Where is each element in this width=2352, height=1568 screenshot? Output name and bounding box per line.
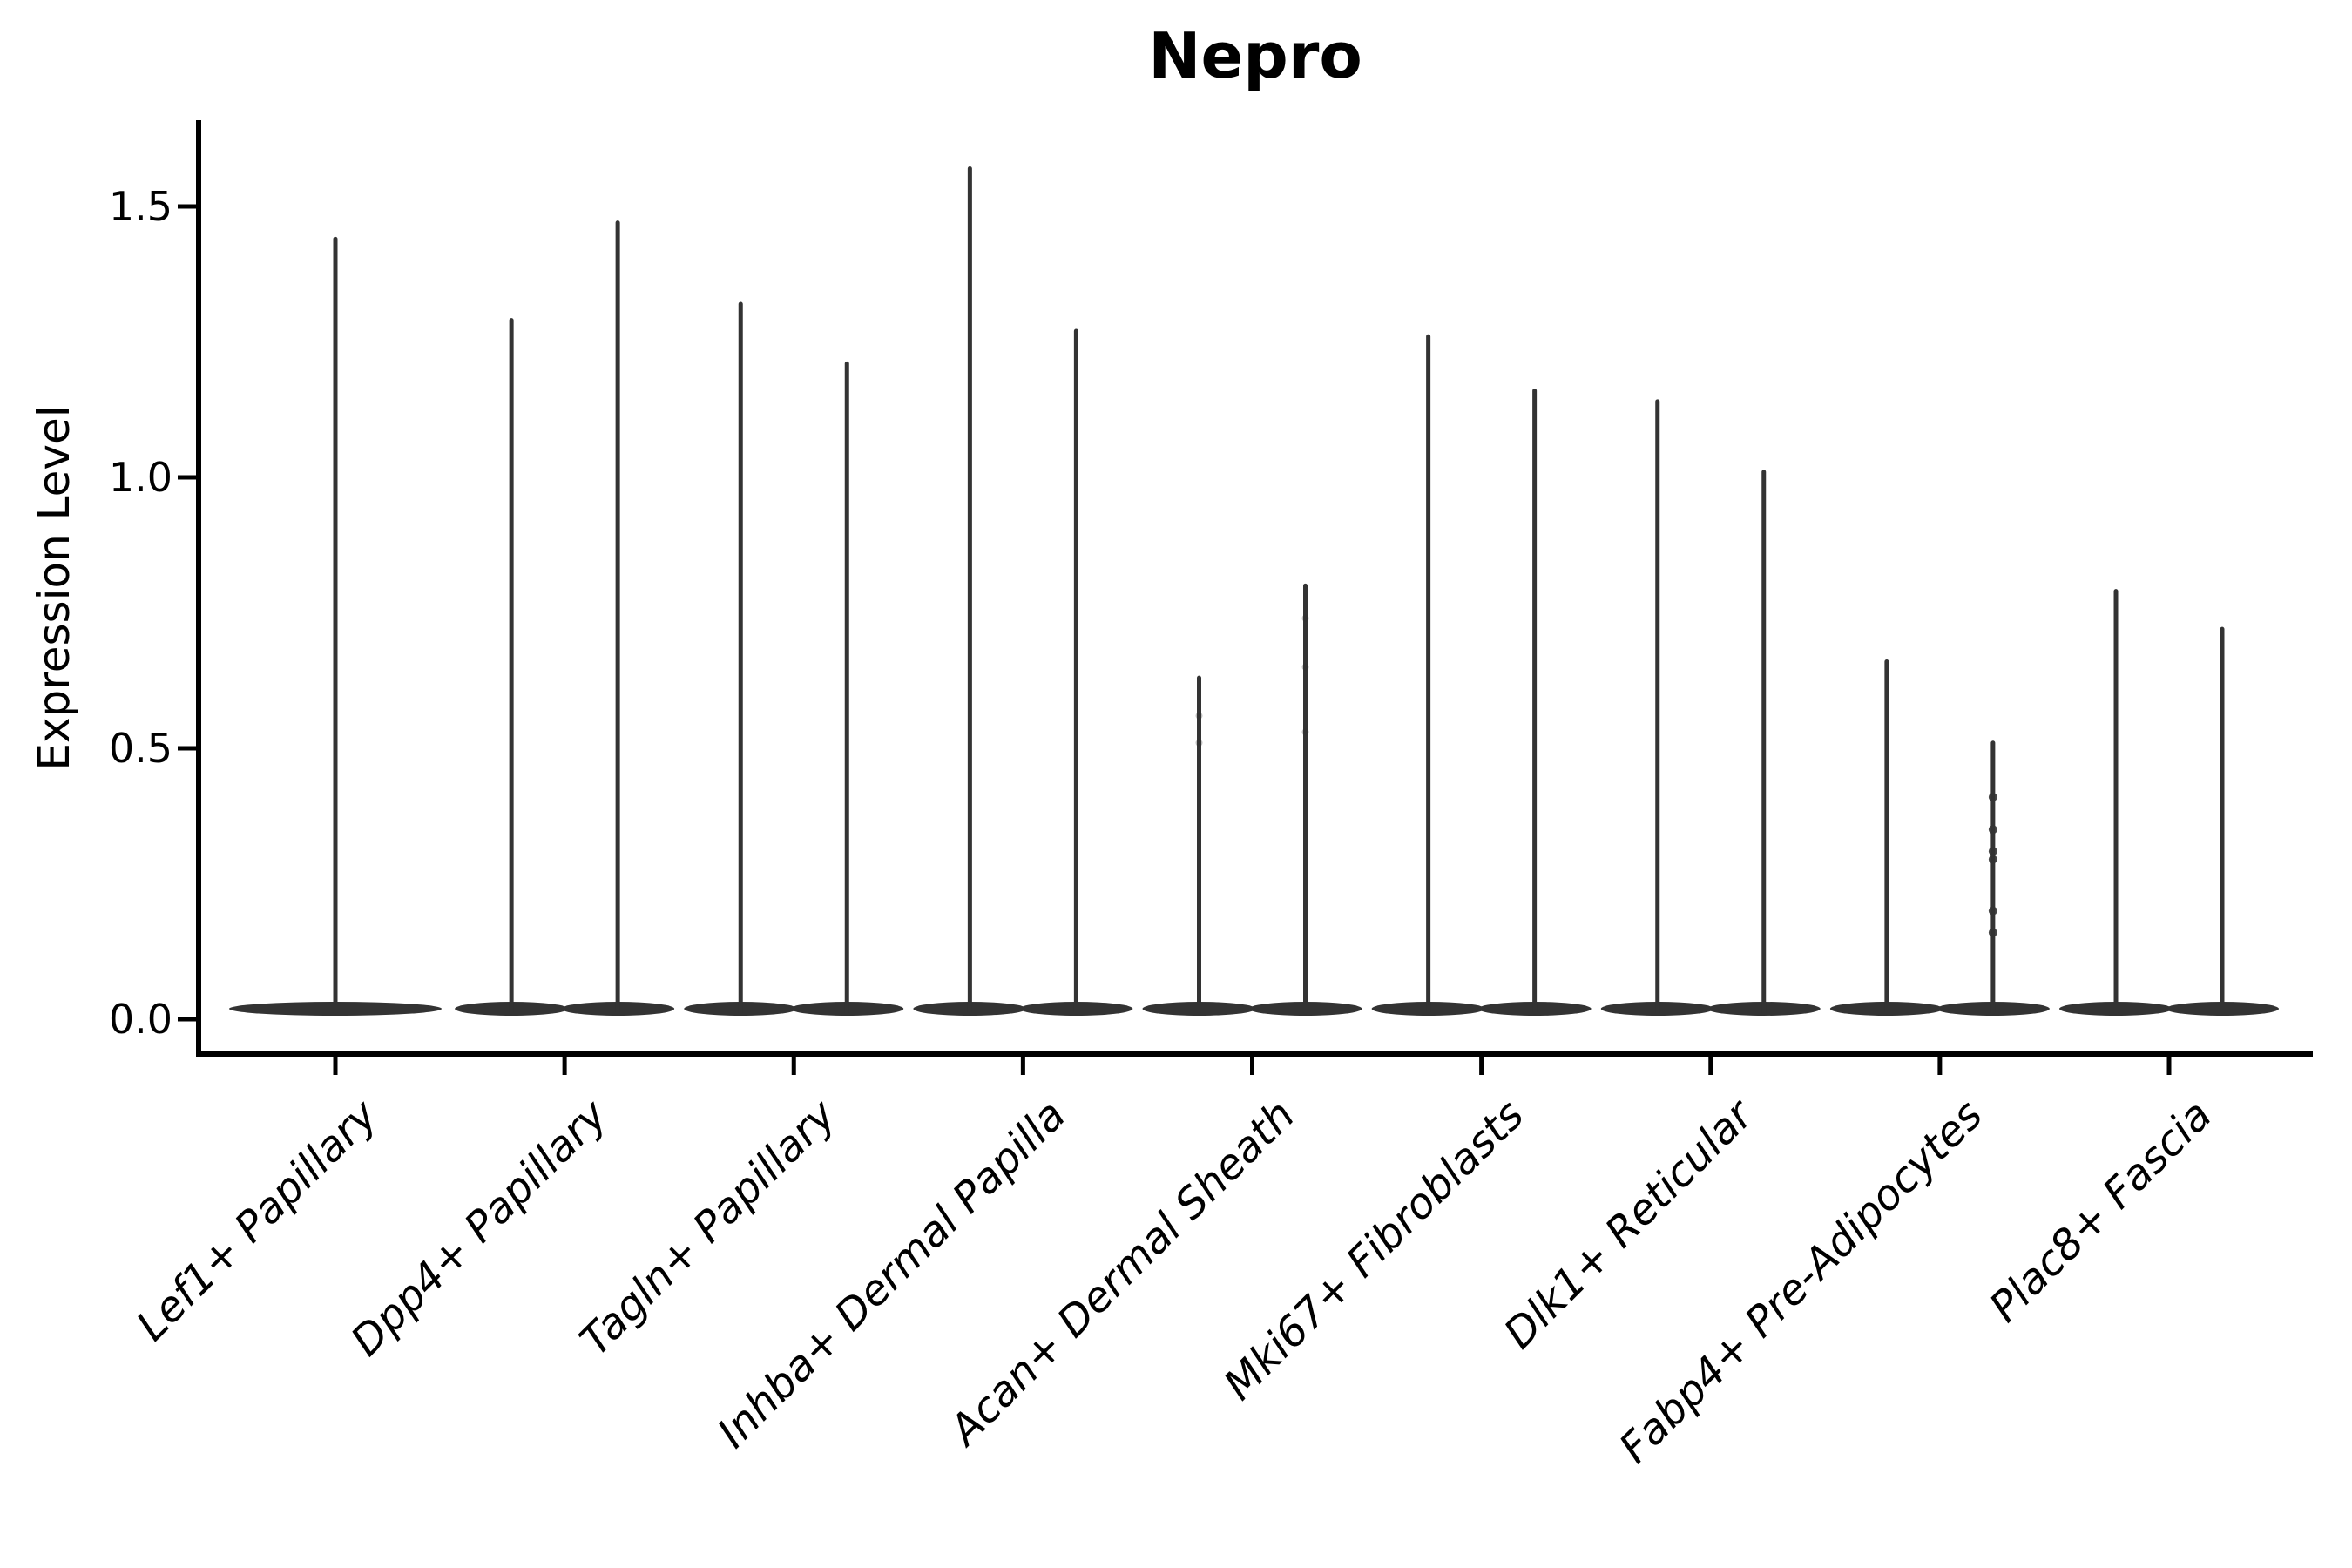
- jitter-dot: [1988, 906, 1997, 916]
- jitter-dot-faint: [1301, 728, 1309, 736]
- y-tick-label: 0.0: [108, 996, 172, 1043]
- jitter-dot: [1988, 847, 1997, 856]
- jitter-dot: [1988, 792, 1997, 801]
- jitter-dot: [1988, 855, 1997, 864]
- jitter-dot-faint: [1195, 739, 1203, 747]
- y-tick-label: 1.5: [108, 183, 172, 230]
- y-tick-label: 0.5: [108, 725, 172, 772]
- chart-title: Nepro: [1148, 19, 1362, 92]
- jitter-dot-faint: [1301, 663, 1309, 671]
- jitter-dot: [1988, 928, 1997, 937]
- jitter-dot: [1988, 825, 1997, 835]
- jitter-dot-faint: [1195, 712, 1203, 720]
- jitter-dot-faint: [1301, 614, 1309, 622]
- y-tick-label: 1.0: [108, 454, 172, 501]
